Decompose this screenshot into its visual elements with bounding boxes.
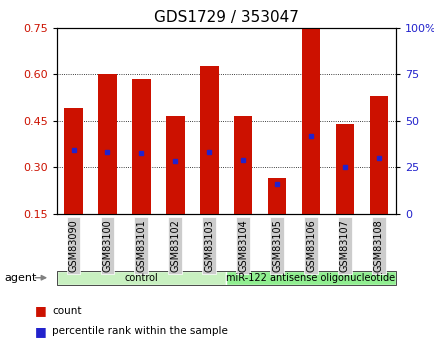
Text: GSM83090: GSM83090 xyxy=(69,219,78,272)
Text: GSM83102: GSM83102 xyxy=(170,219,180,272)
Text: agent: agent xyxy=(4,273,36,283)
Bar xyxy=(132,79,150,214)
Text: percentile rank within the sample: percentile rank within the sample xyxy=(52,326,227,336)
Bar xyxy=(64,108,82,214)
Text: GSM83104: GSM83104 xyxy=(238,219,247,272)
Bar xyxy=(166,116,184,214)
Bar xyxy=(98,74,116,214)
Text: count: count xyxy=(52,306,82,315)
Text: GSM83103: GSM83103 xyxy=(204,219,214,272)
Text: ■: ■ xyxy=(35,325,46,338)
Text: miR-122 antisense oligonucleotide: miR-122 antisense oligonucleotide xyxy=(226,273,395,283)
Bar xyxy=(200,66,218,214)
Text: GSM83101: GSM83101 xyxy=(136,219,146,272)
Text: GSM83105: GSM83105 xyxy=(272,219,281,272)
Bar xyxy=(301,26,319,214)
Text: control: control xyxy=(124,273,158,283)
Text: GSM83106: GSM83106 xyxy=(306,219,315,272)
Text: GSM83108: GSM83108 xyxy=(373,219,383,272)
Bar xyxy=(233,116,252,214)
Title: GDS1729 / 353047: GDS1729 / 353047 xyxy=(153,10,298,25)
Bar xyxy=(369,96,387,214)
Bar xyxy=(267,178,286,214)
Text: GSM83100: GSM83100 xyxy=(102,219,112,272)
Text: ■: ■ xyxy=(35,304,46,317)
Bar xyxy=(335,124,353,214)
Text: GSM83107: GSM83107 xyxy=(339,219,349,272)
